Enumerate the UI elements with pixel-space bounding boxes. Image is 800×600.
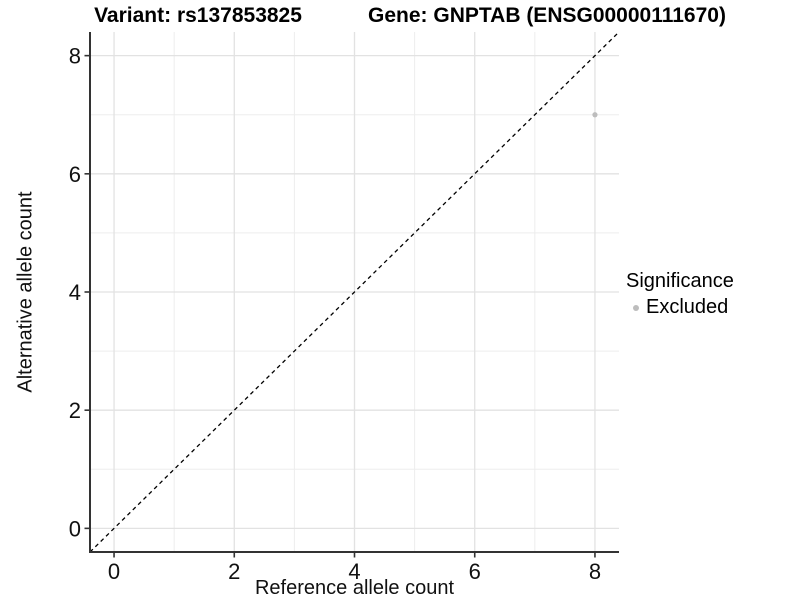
y-tick-label: 2 [69, 398, 81, 423]
variant-title: Variant: rs137853825 [94, 4, 302, 27]
gene-title: Gene: GNPTAB (ENSG00000111670) [368, 4, 726, 27]
x-axis-title: Reference allele count [254, 577, 454, 599]
legend-item-excluded: Excluded [626, 296, 734, 319]
y-tick-label: 8 [69, 44, 81, 69]
x-tick-label: 4 [348, 559, 360, 584]
y-tick-label: 6 [69, 162, 81, 187]
identity-dashed-line [89, 31, 620, 553]
y-tick-label: 0 [69, 516, 81, 541]
data-point [592, 112, 598, 118]
legend: Significance Excluded [626, 270, 734, 319]
x-tick-label: 0 [108, 559, 120, 584]
x-tick-label: 8 [589, 559, 601, 584]
legend-title: Significance [626, 270, 734, 292]
y-axis-title: Alternative allele count [14, 191, 37, 393]
excluded-point-icon [633, 304, 639, 311]
x-tick-label: 2 [228, 559, 240, 584]
legend-item-label: Excluded [646, 296, 729, 318]
y-tick-label: 4 [69, 280, 81, 305]
x-tick-label: 6 [469, 559, 481, 584]
